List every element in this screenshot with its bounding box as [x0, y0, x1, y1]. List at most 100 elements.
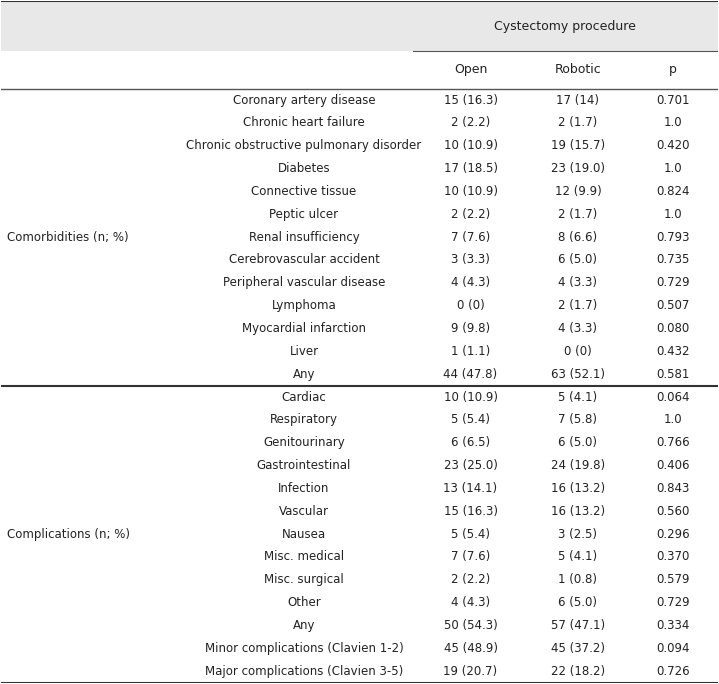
Text: 0.420: 0.420 — [656, 140, 690, 153]
Text: 7 (7.6): 7 (7.6) — [451, 231, 490, 244]
Text: 7 (5.8): 7 (5.8) — [559, 413, 597, 426]
Text: 50 (54.3): 50 (54.3) — [444, 619, 498, 632]
Text: Infection: Infection — [278, 482, 330, 495]
Text: 5 (4.1): 5 (4.1) — [559, 551, 597, 564]
Text: 0.560: 0.560 — [656, 505, 690, 518]
Text: 0 (0): 0 (0) — [457, 299, 485, 312]
Text: 0.080: 0.080 — [656, 322, 690, 335]
Text: Nausea: Nausea — [282, 527, 326, 540]
Text: 0.735: 0.735 — [656, 254, 690, 267]
Text: 6 (5.0): 6 (5.0) — [559, 596, 597, 609]
Text: 6 (5.0): 6 (5.0) — [559, 436, 597, 449]
Text: Peripheral vascular disease: Peripheral vascular disease — [223, 276, 385, 289]
Text: 2 (2.2): 2 (2.2) — [451, 208, 490, 221]
Text: 63 (52.1): 63 (52.1) — [551, 368, 605, 381]
Text: Comorbidities (n; %): Comorbidities (n; %) — [7, 231, 129, 244]
Text: 0.432: 0.432 — [656, 345, 690, 358]
Text: 8 (6.6): 8 (6.6) — [559, 231, 597, 244]
Text: Gastrointestinal: Gastrointestinal — [257, 459, 351, 472]
Text: 0.766: 0.766 — [656, 436, 690, 449]
Text: 0.370: 0.370 — [656, 551, 690, 564]
Text: 6 (6.5): 6 (6.5) — [451, 436, 490, 449]
Text: 1.0: 1.0 — [664, 208, 682, 221]
Text: 2 (1.7): 2 (1.7) — [559, 208, 597, 221]
Text: 16 (13.2): 16 (13.2) — [551, 482, 605, 495]
Text: Any: Any — [293, 619, 315, 632]
Text: Peptic ulcer: Peptic ulcer — [270, 208, 339, 221]
Text: Lymphoma: Lymphoma — [272, 299, 336, 312]
Text: Connective tissue: Connective tissue — [252, 185, 357, 198]
Text: 0.296: 0.296 — [656, 527, 690, 540]
Text: 1 (1.1): 1 (1.1) — [451, 345, 490, 358]
Text: 3 (3.3): 3 (3.3) — [451, 254, 490, 267]
Text: Cystectomy procedure: Cystectomy procedure — [495, 20, 636, 33]
Text: 17 (14): 17 (14) — [557, 94, 600, 107]
Text: 0.843: 0.843 — [656, 482, 690, 495]
Text: Cerebrovascular accident: Cerebrovascular accident — [229, 254, 380, 267]
Text: Diabetes: Diabetes — [278, 162, 330, 175]
Text: 23 (19.0): 23 (19.0) — [551, 162, 605, 175]
Text: 10 (10.9): 10 (10.9) — [444, 185, 498, 198]
Text: 4 (3.3): 4 (3.3) — [559, 322, 597, 335]
Text: 17 (18.5): 17 (18.5) — [444, 162, 498, 175]
Text: Respiratory: Respiratory — [270, 413, 338, 426]
Text: 1.0: 1.0 — [664, 116, 682, 129]
Text: 0.581: 0.581 — [656, 368, 690, 381]
Text: 23 (25.0): 23 (25.0) — [444, 459, 498, 472]
Text: Renal insufficiency: Renal insufficiency — [249, 231, 360, 244]
Text: 16 (13.2): 16 (13.2) — [551, 505, 605, 518]
Text: Complications (n; %): Complications (n; %) — [7, 527, 130, 540]
Text: 0.334: 0.334 — [656, 619, 690, 632]
Text: 15 (16.3): 15 (16.3) — [444, 94, 498, 107]
Text: 9 (9.8): 9 (9.8) — [451, 322, 490, 335]
Text: Major complications (Clavien 3-5): Major complications (Clavien 3-5) — [205, 665, 403, 678]
Text: 6 (5.0): 6 (5.0) — [559, 254, 597, 267]
Text: 0.729: 0.729 — [656, 276, 690, 289]
Text: Myocardial infarction: Myocardial infarction — [242, 322, 366, 335]
Text: Chronic obstructive pulmonary disorder: Chronic obstructive pulmonary disorder — [186, 140, 421, 153]
Text: Genitourinary: Genitourinary — [263, 436, 345, 449]
Text: 0.729: 0.729 — [656, 596, 690, 609]
Text: 44 (47.8): 44 (47.8) — [444, 368, 498, 381]
Text: Chronic heart failure: Chronic heart failure — [243, 116, 365, 129]
Text: 13 (14.1): 13 (14.1) — [444, 482, 498, 495]
Text: 5 (4.1): 5 (4.1) — [559, 391, 597, 404]
Text: 0 (0): 0 (0) — [564, 345, 592, 358]
Bar — [1, 1, 718, 89]
Text: 4 (3.3): 4 (3.3) — [559, 276, 597, 289]
Text: 5 (5.4): 5 (5.4) — [451, 413, 490, 426]
Text: Minor complications (Clavien 1-2): Minor complications (Clavien 1-2) — [205, 642, 403, 655]
Text: 19 (15.7): 19 (15.7) — [551, 140, 605, 153]
Text: 0.064: 0.064 — [656, 391, 690, 404]
Text: 0.726: 0.726 — [656, 665, 690, 678]
Text: 10 (10.9): 10 (10.9) — [444, 391, 498, 404]
Text: Robotic: Robotic — [554, 64, 601, 77]
Text: 10 (10.9): 10 (10.9) — [444, 140, 498, 153]
Text: Vascular: Vascular — [279, 505, 329, 518]
Text: 4 (4.3): 4 (4.3) — [451, 596, 490, 609]
Text: 15 (16.3): 15 (16.3) — [444, 505, 498, 518]
Text: Any: Any — [293, 368, 315, 381]
Text: 0.406: 0.406 — [656, 459, 690, 472]
Text: 2 (1.7): 2 (1.7) — [559, 299, 597, 312]
Text: Coronary artery disease: Coronary artery disease — [233, 94, 375, 107]
Text: 1.0: 1.0 — [664, 162, 682, 175]
Text: 0.701: 0.701 — [656, 94, 690, 107]
Bar — [1, 51, 718, 89]
Text: 0.793: 0.793 — [656, 231, 690, 244]
Text: 5 (5.4): 5 (5.4) — [451, 527, 490, 540]
Text: 57 (47.1): 57 (47.1) — [551, 619, 605, 632]
Text: 4 (4.3): 4 (4.3) — [451, 276, 490, 289]
Text: 45 (37.2): 45 (37.2) — [551, 642, 605, 655]
Text: 45 (48.9): 45 (48.9) — [444, 642, 498, 655]
Text: 19 (20.7): 19 (20.7) — [444, 665, 498, 678]
Text: 22 (18.2): 22 (18.2) — [551, 665, 605, 678]
Text: 12 (9.9): 12 (9.9) — [554, 185, 601, 198]
Text: Misc. surgical: Misc. surgical — [264, 573, 344, 586]
Text: Other: Other — [287, 596, 321, 609]
Text: 2 (1.7): 2 (1.7) — [559, 116, 597, 129]
Text: Open: Open — [454, 64, 487, 77]
Text: p: p — [669, 64, 677, 77]
Text: 0.094: 0.094 — [656, 642, 690, 655]
Text: 7 (7.6): 7 (7.6) — [451, 551, 490, 564]
